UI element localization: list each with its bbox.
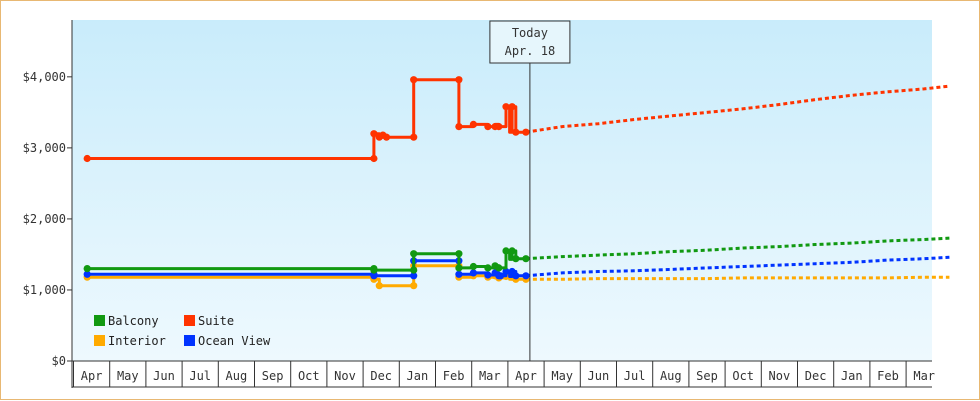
data-point-suite <box>455 123 463 131</box>
today-date: Apr. 18 <box>505 44 556 58</box>
x-tick-label: Feb <box>443 369 465 383</box>
series-suite <box>83 76 950 163</box>
data-point-ocean-view <box>497 272 505 280</box>
x-tick-label: Dec <box>370 369 392 383</box>
legend-label-ocean-view: Ocean View <box>198 334 271 348</box>
x-tick-label: May <box>117 369 139 383</box>
x-tick-label: Jul <box>189 369 211 383</box>
x-tick-label: May <box>551 369 573 383</box>
y-tick-label: $0 <box>52 354 66 368</box>
y-tick-label: $4,000 <box>23 70 66 84</box>
data-point-ocean-view <box>410 272 418 280</box>
series-forecast-ocean-view <box>525 255 950 278</box>
x-tick-label: Jul <box>624 369 646 383</box>
data-point-suite <box>455 76 463 84</box>
y-tick-label: $3,000 <box>23 141 66 155</box>
data-point-suite <box>410 76 418 84</box>
x-axis: Apr May Jun Jul Aug Sep Oct Nov Dec Jan Feb Mar Apr M… <box>72 360 935 388</box>
data-point-suite <box>469 120 477 128</box>
data-point-balcony <box>83 265 91 273</box>
data-point-balcony <box>370 266 378 274</box>
data-point-balcony <box>469 262 477 271</box>
x-tick-label: Jan <box>841 369 863 383</box>
legend-item-ocean-view: Ocean View <box>184 334 271 348</box>
data-point-suite <box>484 123 492 131</box>
data-point-ocean-view <box>469 269 477 277</box>
data-point-balcony <box>410 266 418 274</box>
legend-swatch-ocean-view <box>184 335 195 346</box>
today-label: Today <box>512 26 548 40</box>
today-callout-box <box>489 20 571 64</box>
series-forecast-suite <box>525 84 950 134</box>
legend-item-suite: Suite <box>184 314 234 328</box>
series-balcony <box>83 236 950 274</box>
data-point-interior <box>375 282 383 290</box>
legend-label-suite: Suite <box>198 314 234 328</box>
data-point-ocean-view <box>370 272 378 280</box>
data-point-balcony <box>410 250 418 258</box>
data-point-suite <box>382 133 391 141</box>
data-point-suite <box>83 154 91 163</box>
data-point-suite <box>508 103 516 111</box>
data-point-balcony <box>512 255 520 263</box>
data-point-ocean-view <box>522 272 530 280</box>
legend: Balcony Suite Interior Ocean View <box>94 314 271 348</box>
x-tick-label: Aug <box>660 369 682 383</box>
data-point-ocean-view <box>83 270 91 278</box>
legend-swatch-balcony <box>94 315 105 326</box>
y-axis: $0 $1,000 $2,000 $3,000 $4,000 <box>23 20 73 388</box>
data-point-balcony <box>455 250 463 258</box>
data-point-ocean-view <box>512 272 520 280</box>
data-point-ocean-view <box>484 271 492 279</box>
data-point-suite <box>410 133 418 141</box>
legend-item-balcony: Balcony <box>94 314 159 328</box>
series-layer <box>83 76 950 290</box>
y-tick-label: $1,000 <box>23 283 66 297</box>
data-point-suite <box>370 130 378 138</box>
x-tick-label: Apr <box>81 369 103 383</box>
x-tick-label: Feb <box>877 369 899 383</box>
plot-background <box>72 20 932 361</box>
data-point-ocean-view <box>502 267 510 276</box>
x-tick-label: Dec <box>805 369 827 383</box>
x-tick-label: Mar <box>913 369 935 383</box>
x-tick-label: Nov <box>334 369 356 383</box>
legend-swatch-interior <box>94 335 105 346</box>
data-point-suite <box>495 123 503 131</box>
x-tick-label: Aug <box>226 369 248 383</box>
data-point-suite <box>502 103 510 111</box>
x-tick-label: Jan <box>407 369 429 383</box>
x-tick-label: Oct <box>298 369 320 383</box>
x-tick-label: Nov <box>769 369 791 383</box>
x-tick-label: Sep <box>696 369 718 383</box>
x-tick-label: Jun <box>588 369 610 383</box>
data-point-interior <box>410 282 418 290</box>
x-tick-label: Mar <box>479 369 501 383</box>
data-point-suite <box>370 154 378 163</box>
data-point-balcony <box>502 247 510 255</box>
legend-label-balcony: Balcony <box>108 314 159 328</box>
legend-swatch-suite <box>184 315 195 326</box>
data-point-balcony <box>455 264 463 272</box>
x-tick-label: Sep <box>262 369 284 383</box>
data-point-balcony <box>495 264 503 272</box>
legend-item-interior: Interior <box>94 334 166 348</box>
data-point-balcony <box>508 247 516 255</box>
legend-label-interior: Interior <box>108 334 166 348</box>
y-tick-label: $2,000 <box>23 212 66 226</box>
data-point-ocean-view <box>455 270 463 278</box>
data-point-suite <box>522 128 530 136</box>
data-point-balcony <box>522 255 530 263</box>
x-tick-label: Oct <box>732 369 754 383</box>
data-point-balcony <box>484 264 492 272</box>
series-forecast-interior <box>525 275 950 281</box>
today-marker: Today Apr. 18 <box>489 20 571 361</box>
series-forecast-balcony <box>525 236 950 261</box>
x-tick-label: Jun <box>153 369 175 383</box>
data-point-suite <box>512 128 520 136</box>
x-tick-label: Apr <box>515 369 537 383</box>
